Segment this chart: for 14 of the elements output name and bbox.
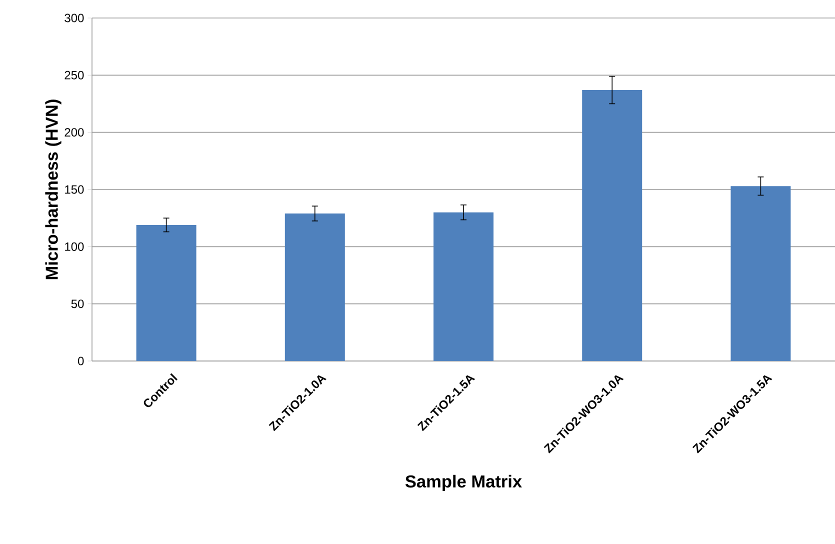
y-tick-label: 50 [71, 300, 84, 308]
y-tick-label: 200 [64, 128, 84, 137]
y-axis-title: Micro-hardness (HVN) [45, 100, 62, 280]
bar [730, 186, 791, 361]
y-tick-label: 100 [65, 242, 84, 251]
y-tick-label: 250 [64, 70, 84, 80]
bar [284, 214, 345, 361]
bar [434, 212, 494, 361]
bar [136, 224, 196, 361]
y-tick-label: 150 [65, 185, 84, 194]
y-tick-label: 300 [64, 14, 84, 22]
bar [582, 90, 642, 361]
y-tick-label: 0 [78, 356, 84, 366]
x-axis-title: Sample Matrix [405, 474, 522, 491]
